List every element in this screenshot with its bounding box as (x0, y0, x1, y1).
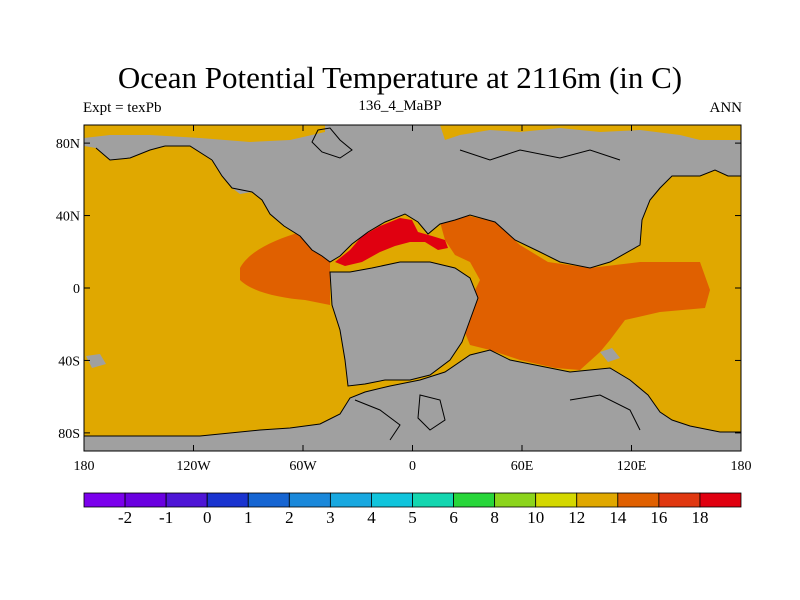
colorbar-label: 5 (408, 508, 417, 527)
colorbar-label: 12 (568, 508, 585, 527)
colorbar-box (83, 492, 126, 508)
colorbar-label: 8 (490, 508, 499, 527)
colorbar-label: -1 (159, 508, 173, 527)
colorbar-label: 3 (326, 508, 335, 527)
colorbar-box (494, 492, 537, 508)
land-small-island-west (86, 354, 106, 368)
colorbar-box (206, 492, 249, 508)
land-masses (84, 125, 741, 451)
ocean-arctic-east (440, 125, 741, 140)
colorbar-label: 0 (203, 508, 212, 527)
warm-water-west (240, 232, 330, 305)
x-tick-label: 180 (731, 459, 752, 474)
colorbar-box (165, 492, 208, 508)
colorbar-label: 16 (650, 508, 667, 527)
x-tick-label: 180 (74, 459, 95, 474)
colorbar-box (453, 492, 496, 508)
colorbar-box (329, 492, 372, 508)
colorbar-box (576, 492, 619, 508)
x-tick-label: 60E (511, 459, 534, 474)
colorbar-label: 4 (367, 508, 376, 527)
colorbar-box (288, 492, 331, 508)
land-central-continent (330, 262, 478, 386)
experiment-label: Expt = texPb (83, 100, 162, 116)
land-small-island-east (600, 348, 620, 362)
axis-ticks: 180 120W 60W 0 60E 120E 180 80N 40N 0 40S 80S (56, 125, 752, 474)
colorbar-box (535, 492, 578, 508)
y-tick-label: 80S (58, 427, 80, 442)
colorbar-label: 14 (609, 508, 627, 527)
land-arctic-island (312, 128, 352, 158)
land-southern (84, 350, 741, 451)
colorbar-box (699, 492, 742, 508)
colorbar-box (371, 492, 413, 508)
colorbar-box (412, 492, 454, 508)
map-plot-area (84, 125, 741, 451)
y-tick-label: 80N (56, 137, 80, 152)
colorbar: -2 -1 0 1 2 3 4 5 6 8 10 12 14 16 18 (83, 492, 742, 527)
colorbar-box (124, 492, 167, 508)
plot-title: Ocean Potential Temperature at 2116m (in… (117, 60, 683, 95)
season-label: ANN (709, 100, 743, 116)
hot-water-strip (335, 218, 448, 266)
y-tick-label: 0 (73, 282, 80, 297)
colorbar-label: 10 (527, 508, 544, 527)
ocean-arctic-west (84, 125, 325, 142)
y-tick-label: 40N (56, 210, 80, 225)
coastlines (84, 127, 741, 441)
warm-water-east (440, 215, 710, 370)
x-tick-label: 120W (176, 459, 211, 474)
colorbar-label: -2 (118, 508, 132, 527)
y-tick-label: 40S (58, 354, 80, 369)
colorbar-label: 6 (449, 508, 458, 527)
colorbar-box (247, 492, 290, 508)
x-tick-label: 0 (409, 459, 416, 474)
colorbar-label: 18 (691, 508, 708, 527)
x-tick-label: 120E (617, 459, 647, 474)
age-label: 136_4_MaBP (358, 98, 442, 114)
colorbar-box (658, 492, 701, 508)
x-tick-label: 60W (289, 459, 317, 474)
colorbar-label: 1 (244, 508, 253, 527)
colorbar-label: 2 (285, 508, 294, 527)
land-northern (84, 125, 741, 268)
colorbar-box (617, 492, 660, 508)
